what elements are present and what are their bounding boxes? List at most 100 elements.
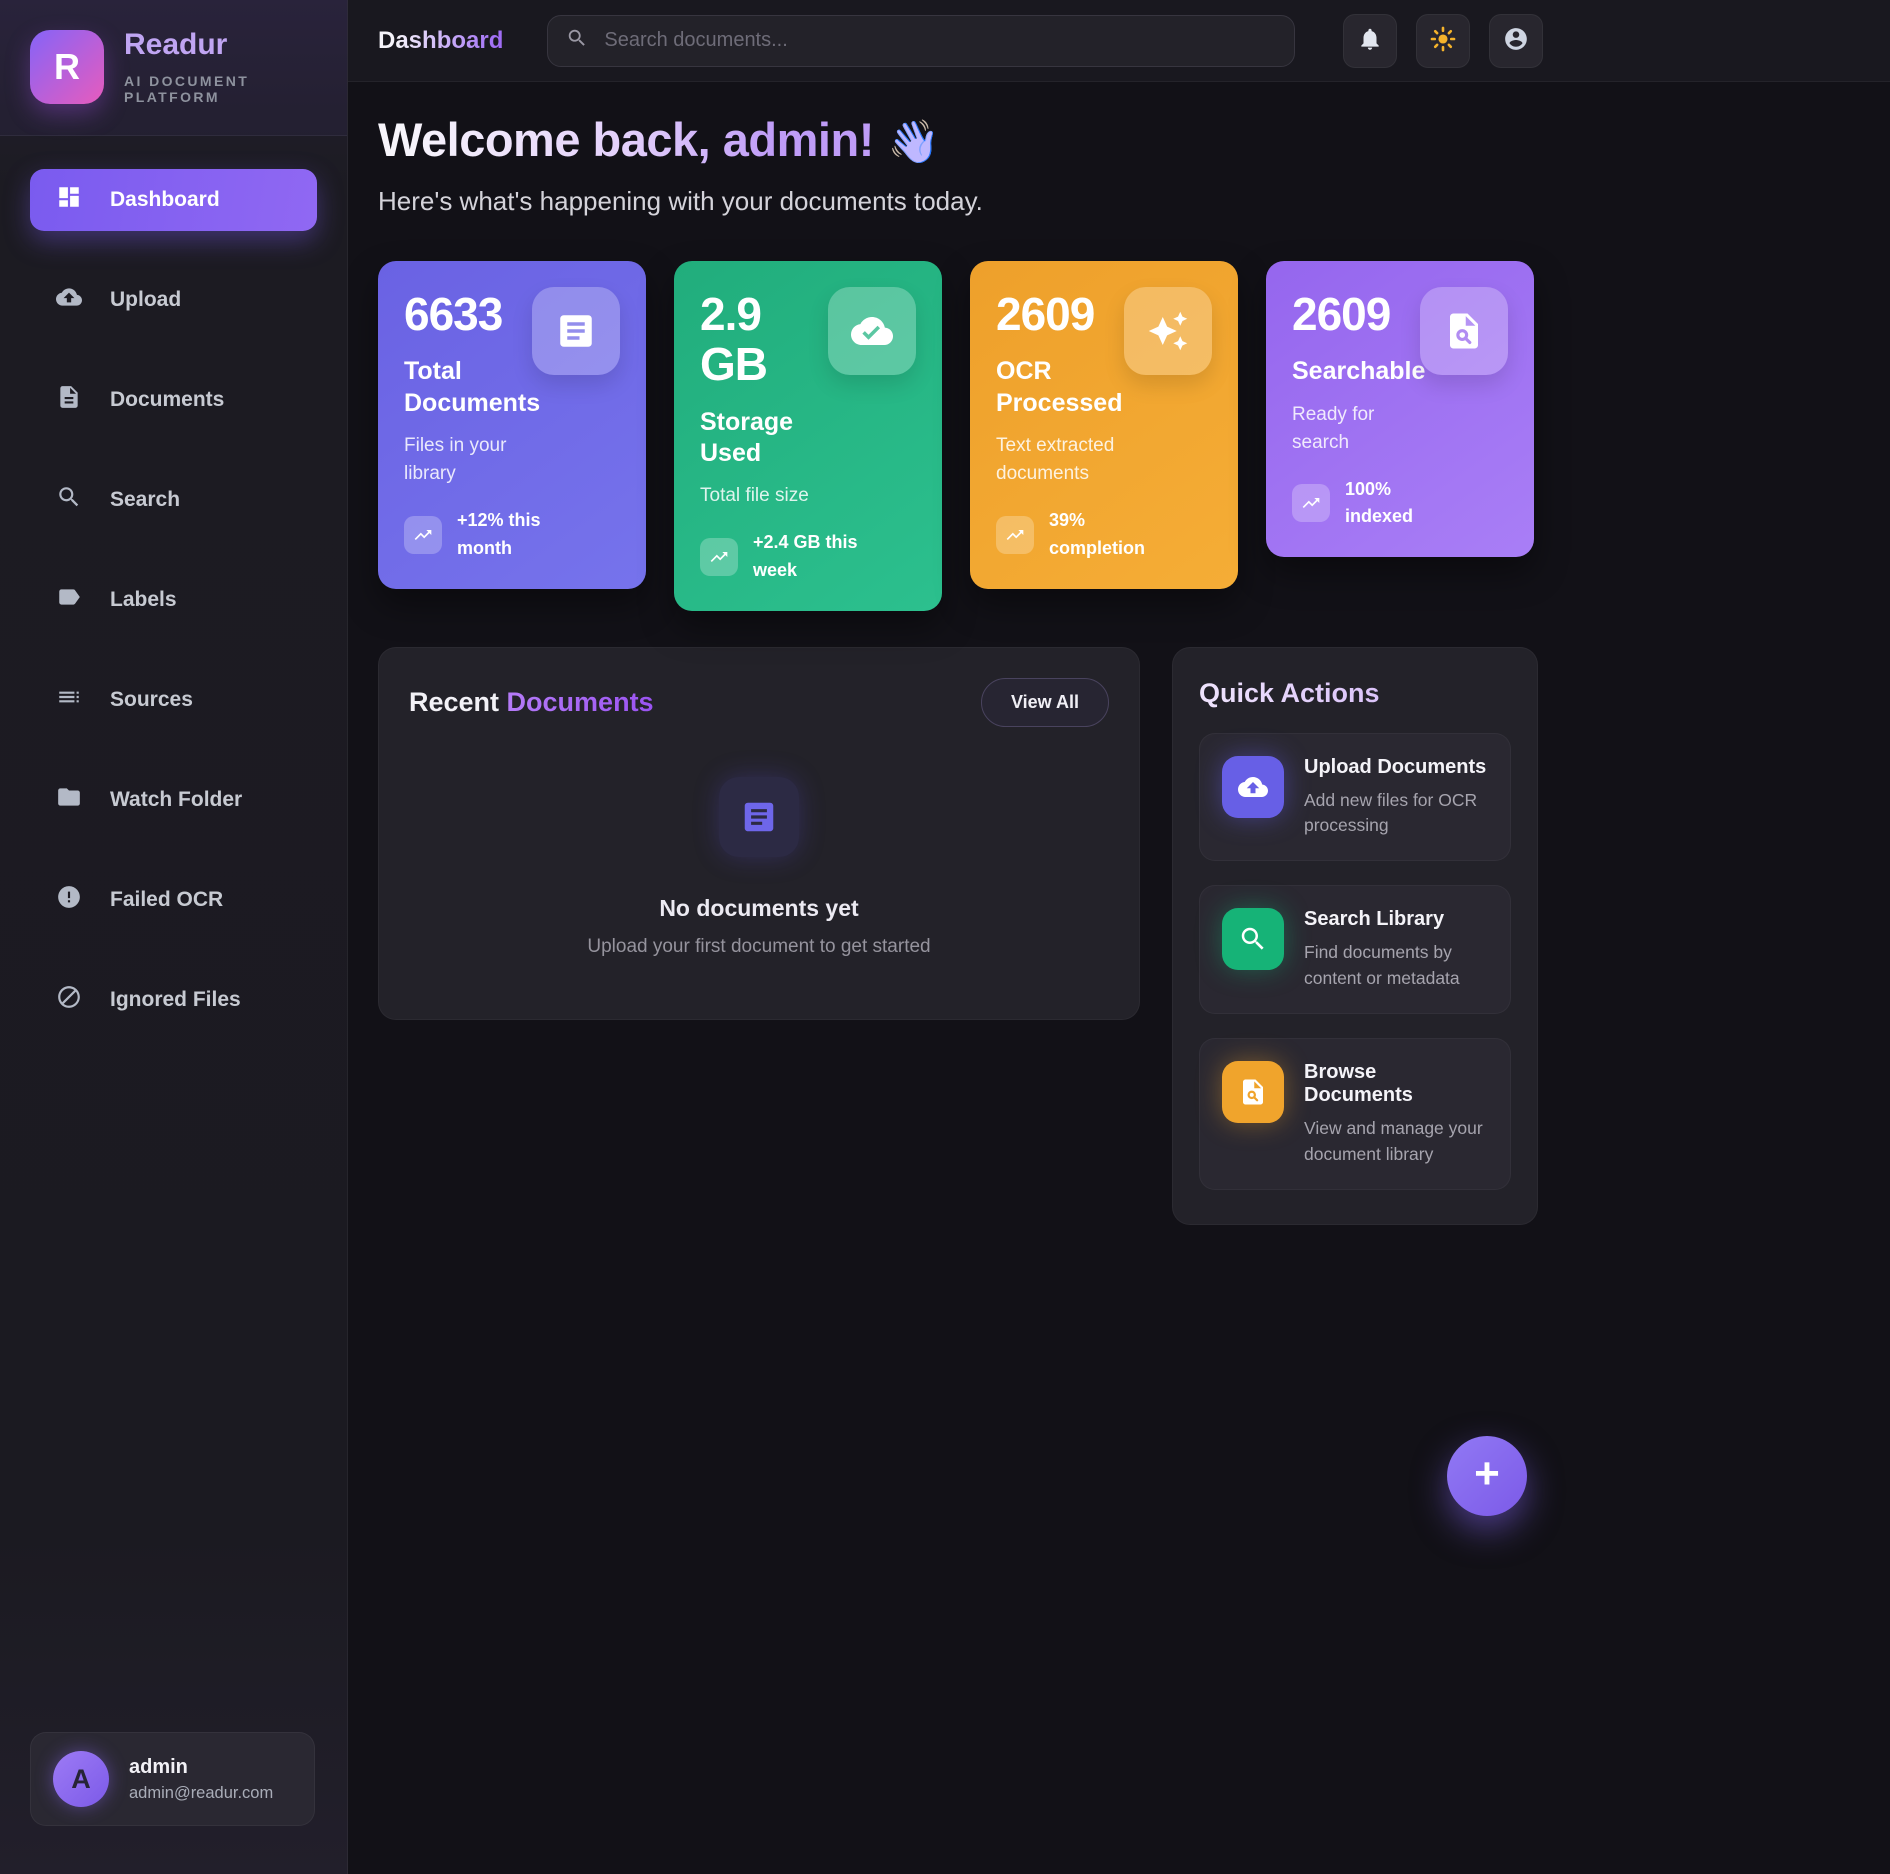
add-document-fab[interactable]: +: [1447, 1436, 1527, 1516]
sidebar-item-label: Documents: [110, 388, 225, 411]
sidebar-item-upload[interactable]: Upload: [30, 269, 317, 331]
wave-emoji: 👋: [887, 118, 940, 165]
stat-value: 2609: [996, 287, 1095, 340]
sidebar-item-documents[interactable]: Documents: [30, 369, 317, 431]
account-button[interactable]: [1489, 13, 1544, 68]
search-input[interactable]: [602, 28, 1277, 53]
sidebar-nav: Dashboard Upload Documents Search Labels…: [0, 136, 347, 1031]
sidebar-item-label: Labels: [110, 588, 177, 611]
sidebar-item-failed-ocr[interactable]: Failed OCR: [30, 869, 317, 931]
recent-documents-title: Recent Documents: [409, 686, 654, 717]
empty-state: No documents yet Upload your first docum…: [409, 727, 1109, 958]
stat-card-total-documents: 6633 Total Documents Files in your libra…: [378, 260, 646, 589]
quick-actions-panel: Quick Actions Upload Documents Add new f…: [1172, 646, 1538, 1225]
topbar: Dashboard: [348, 0, 1890, 82]
article-icon: [532, 286, 620, 375]
account-icon: [1503, 26, 1529, 55]
folder-icon: [56, 784, 82, 816]
theme-toggle-button[interactable]: [1416, 13, 1471, 68]
stat-label: OCR Processed: [996, 357, 1123, 417]
main-content: Welcome back, admin! 👋 Here's what's happ…: [348, 82, 1890, 1874]
quick-action-description: Add new files for OCR processing: [1304, 789, 1478, 836]
stat-card-searchable: 2609 Searchable Ready for search 100% in…: [1266, 260, 1534, 558]
stat-sublabel: Ready for search: [1292, 403, 1375, 454]
welcome-heading: Welcome back, admin! 👋: [378, 113, 940, 166]
dashboard-grid-icon: [56, 184, 82, 216]
stat-value: 2.9 GB: [700, 287, 768, 391]
stat-trend: +2.4 GB this week: [700, 529, 916, 585]
document-search-icon: [1420, 286, 1508, 375]
sun-icon: [1430, 26, 1456, 55]
stat-card-storage-used: 2.9 GB Storage Used Total file size +2.4…: [674, 260, 942, 611]
app-logo: R: [30, 29, 104, 104]
sidebar-item-label: Failed OCR: [110, 888, 224, 911]
search-icon: [566, 27, 588, 54]
stat-trend: +12% this month: [404, 507, 620, 563]
brand-header: R Readur AI DOCUMENT PLATFORM: [0, 0, 347, 136]
quick-action-search-library[interactable]: Search Library Find documents by content…: [1199, 885, 1511, 1015]
stat-value: 2609: [1292, 287, 1391, 340]
sparkles-icon: [1124, 286, 1212, 375]
quick-action-description: Find documents by content or metadata: [1304, 942, 1460, 988]
cloud-upload-icon: [1222, 755, 1284, 818]
sidebar-item-label: Sources: [110, 688, 193, 711]
trending-up-icon: [700, 537, 738, 576]
search-icon: [56, 484, 82, 516]
stats-row: 6633 Total Documents Files in your libra…: [378, 260, 1860, 611]
stat-sublabel: Files in your library: [404, 434, 507, 485]
avatar: A: [53, 1751, 109, 1807]
trend-text: +12% this month: [457, 509, 541, 558]
sidebar-item-ignored-files[interactable]: Ignored Files: [30, 969, 317, 1031]
quick-action-title: Upload Documents: [1304, 755, 1487, 778]
label-tag-icon: [56, 584, 82, 616]
stat-sublabel: Text extracted documents: [996, 434, 1115, 485]
bell-icon: [1357, 26, 1383, 55]
sidebar-item-dashboard[interactable]: Dashboard: [30, 169, 317, 231]
notifications-button[interactable]: [1343, 13, 1398, 68]
trend-text: +2.4 GB this week: [753, 531, 858, 580]
logo-letter: R: [54, 45, 80, 87]
sidebar-item-label: Watch Folder: [110, 788, 243, 811]
sidebar-item-sources[interactable]: Sources: [30, 669, 317, 731]
empty-state-subtitle: Upload your first document to get starte…: [587, 935, 931, 957]
trending-up-icon: [404, 515, 442, 554]
stat-sublabel: Total file size: [700, 485, 809, 507]
stat-value: 6633: [404, 287, 503, 340]
document-search-icon: [1222, 1061, 1284, 1124]
sidebar-item-watch-folder[interactable]: Watch Folder: [30, 769, 317, 831]
document-icon: [719, 776, 799, 857]
sidebar: R Readur AI DOCUMENT PLATFORM Dashboard …: [0, 0, 348, 1874]
panels-row: Recent Documents View All No documents y…: [378, 646, 1860, 1225]
avatar-initial: A: [71, 1763, 91, 1794]
user-profile-card[interactable]: A admin admin@readur.com: [30, 1732, 315, 1826]
stat-label: Total Documents: [404, 357, 541, 417]
error-icon: [56, 884, 82, 916]
topbar-actions: [1343, 13, 1544, 68]
sidebar-item-search[interactable]: Search: [30, 469, 317, 531]
quick-action-title: Browse Documents: [1304, 1061, 1413, 1107]
sidebar-item-labels[interactable]: Labels: [30, 569, 317, 631]
search-icon: [1222, 908, 1284, 971]
stat-card-ocr-processed: 2609 OCR Processed Text extracted docume…: [970, 260, 1238, 589]
search-bar[interactable]: [547, 14, 1296, 67]
stat-label: Storage Used: [700, 407, 794, 468]
sidebar-item-label: Ignored Files: [110, 988, 241, 1011]
welcome-subtitle: Here's what's happening with your docume…: [378, 185, 983, 216]
document-icon: [56, 384, 82, 416]
stat-label: Searchable: [1292, 357, 1426, 386]
empty-state-title: No documents yet: [659, 894, 859, 921]
view-all-button[interactable]: View All: [980, 677, 1109, 727]
quick-actions-title: Quick Actions: [1199, 678, 1511, 709]
sidebar-item-label: Search: [110, 488, 181, 511]
trend-text: 39% completion: [1049, 509, 1146, 558]
quick-action-upload-documents[interactable]: Upload Documents Add new files for OCR p…: [1199, 732, 1511, 862]
user-email: admin@readur.com: [129, 1783, 274, 1802]
cloud-check-icon: [828, 286, 916, 375]
user-name: admin: [129, 1755, 188, 1778]
quick-action-browse-documents[interactable]: Browse Documents View and manage your do…: [1199, 1038, 1511, 1190]
app-name: Readur: [124, 28, 228, 61]
recent-documents-panel: Recent Documents View All No documents y…: [378, 646, 1140, 1020]
quick-action-title: Search Library: [1304, 908, 1445, 931]
trending-up-icon: [996, 515, 1034, 554]
page-title: Dashboard: [378, 26, 504, 54]
